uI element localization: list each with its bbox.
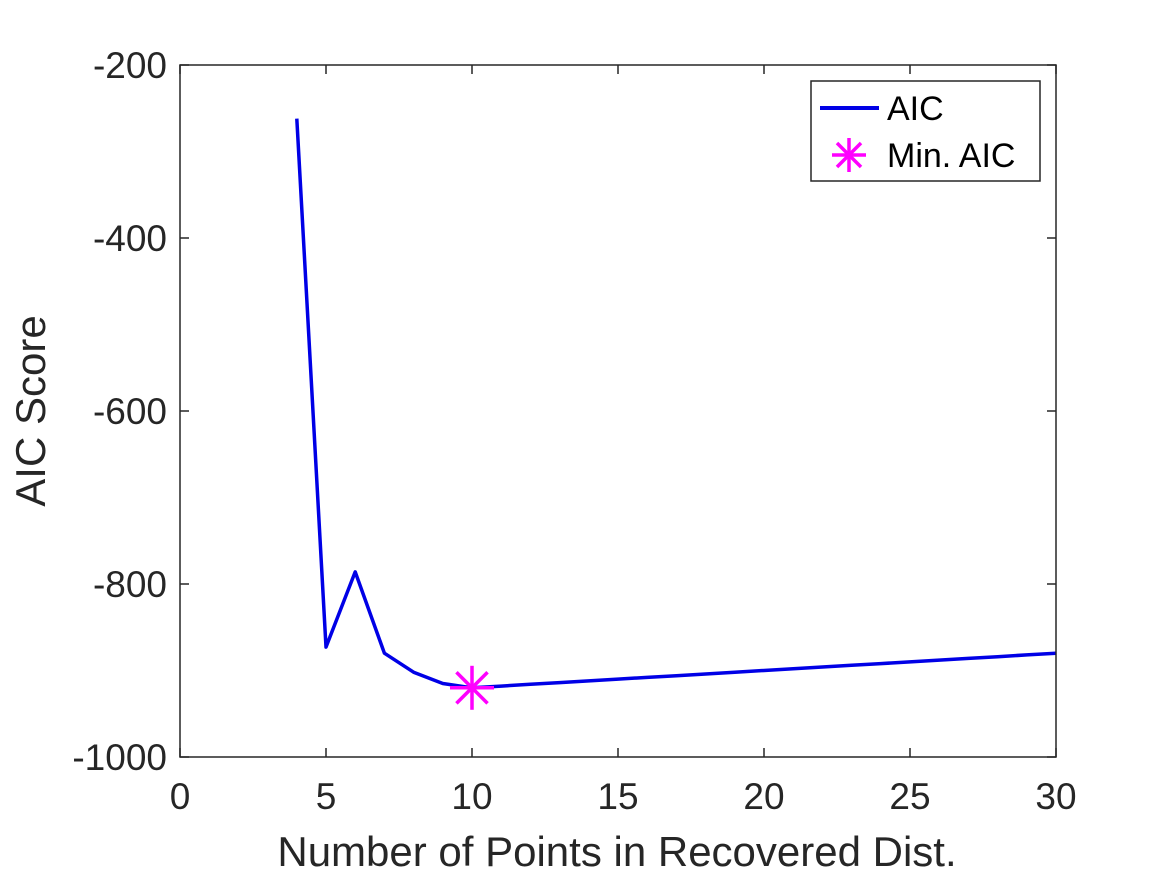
legend-asterisk-icon xyxy=(832,138,866,172)
legend-label-aic: AIC xyxy=(887,90,944,128)
y-tick-label: -200 xyxy=(93,45,167,86)
x-tick-label: 20 xyxy=(743,776,784,817)
y-tick-label: -800 xyxy=(93,564,167,605)
x-ticks: 0 5 10 15 20 25 30 xyxy=(170,65,1077,817)
x-tick-label: 0 xyxy=(170,776,191,817)
legend-marker-min-aic xyxy=(832,138,866,172)
x-tick-label: 5 xyxy=(316,776,337,817)
x-axis-title: Number of Points in Recovered Dist. xyxy=(277,828,956,875)
legend: AIC Min. AIC xyxy=(810,80,1041,182)
legend-label-min-aic: Min. AIC xyxy=(887,137,1015,175)
x-tick-label: 15 xyxy=(597,776,638,817)
y-ticks: -1000 -800 -600 -400 -200 xyxy=(72,45,1056,778)
y-axis-title: AIC Score xyxy=(7,315,54,506)
series-line-aic xyxy=(295,118,1057,690)
x-tick-label: 25 xyxy=(889,776,930,817)
min-aic-marker xyxy=(450,665,494,710)
x-tick-label: 10 xyxy=(451,776,492,817)
x-tick-label: 30 xyxy=(1035,776,1076,817)
y-tick-label: -600 xyxy=(93,391,167,432)
y-tick-label: -400 xyxy=(93,218,167,259)
y-tick-label: -1000 xyxy=(72,737,167,778)
plot-frame xyxy=(179,64,1057,758)
series-layer xyxy=(295,118,1057,710)
